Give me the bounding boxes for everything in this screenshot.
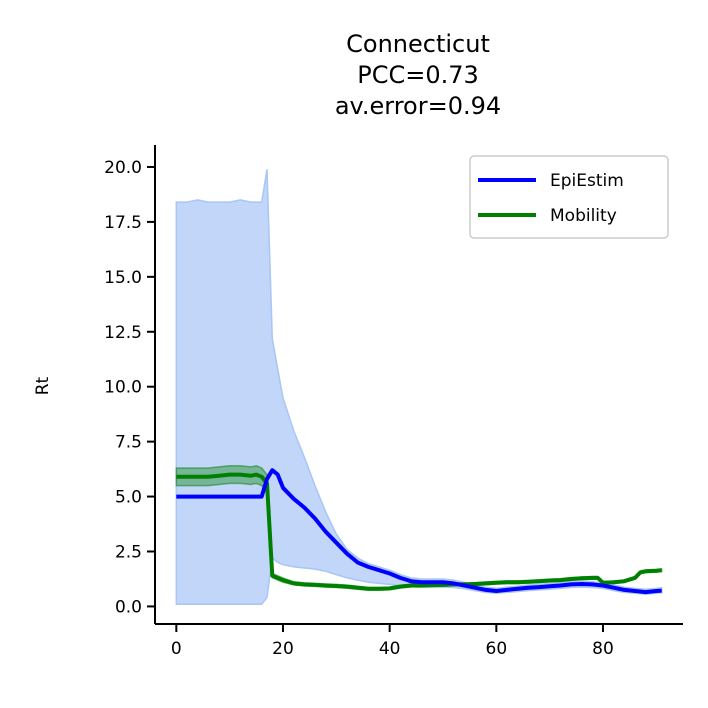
x-tick-label: 20: [272, 639, 294, 659]
title-line-2: PCC=0.73: [357, 61, 479, 89]
title-line-3: av.error=0.94: [335, 92, 501, 120]
x-ticks: 0 20 40 60 80: [171, 624, 614, 659]
y-tick-label: 7.5: [115, 433, 142, 453]
legend-box: [469, 155, 669, 239]
band-epiestim: [175, 169, 663, 605]
y-tick-label: 2.5: [115, 542, 142, 562]
x-tick-label: 60: [486, 639, 508, 659]
y-tick-label: 12.5: [104, 323, 142, 343]
y-axis-label: Rt: [33, 376, 53, 395]
y-tick-label: 0.0: [115, 597, 142, 617]
x-tick-label: 40: [379, 639, 401, 659]
y-tick-label: 20.0: [104, 158, 142, 178]
x-tick-label: 0: [171, 639, 182, 659]
series-line-epiestim: [176, 468, 662, 595]
legend-label-epiestim: EpiEstim: [550, 171, 624, 191]
chart-title: Connecticut PCC=0.73 av.error=0.94: [335, 30, 501, 120]
y-tick-label: 15.0: [104, 268, 142, 288]
series-line-mobility: [176, 472, 662, 591]
y-tick-label: 5.0: [115, 488, 142, 508]
axes: [154, 145, 683, 625]
y-ticks: 0.0 2.5 5.0 7.5 10.0 12.5 15.0 17.5 20.0: [104, 158, 155, 617]
y-tick-label: 17.5: [104, 213, 142, 233]
y-tick-label: 10.0: [104, 378, 142, 398]
legend: EpiEstim Mobility: [469, 155, 669, 239]
title-line-1: Connecticut: [346, 30, 490, 58]
legend-label-mobility: Mobility: [550, 206, 617, 226]
x-tick-label: 80: [592, 639, 614, 659]
series-lines: [176, 468, 662, 595]
